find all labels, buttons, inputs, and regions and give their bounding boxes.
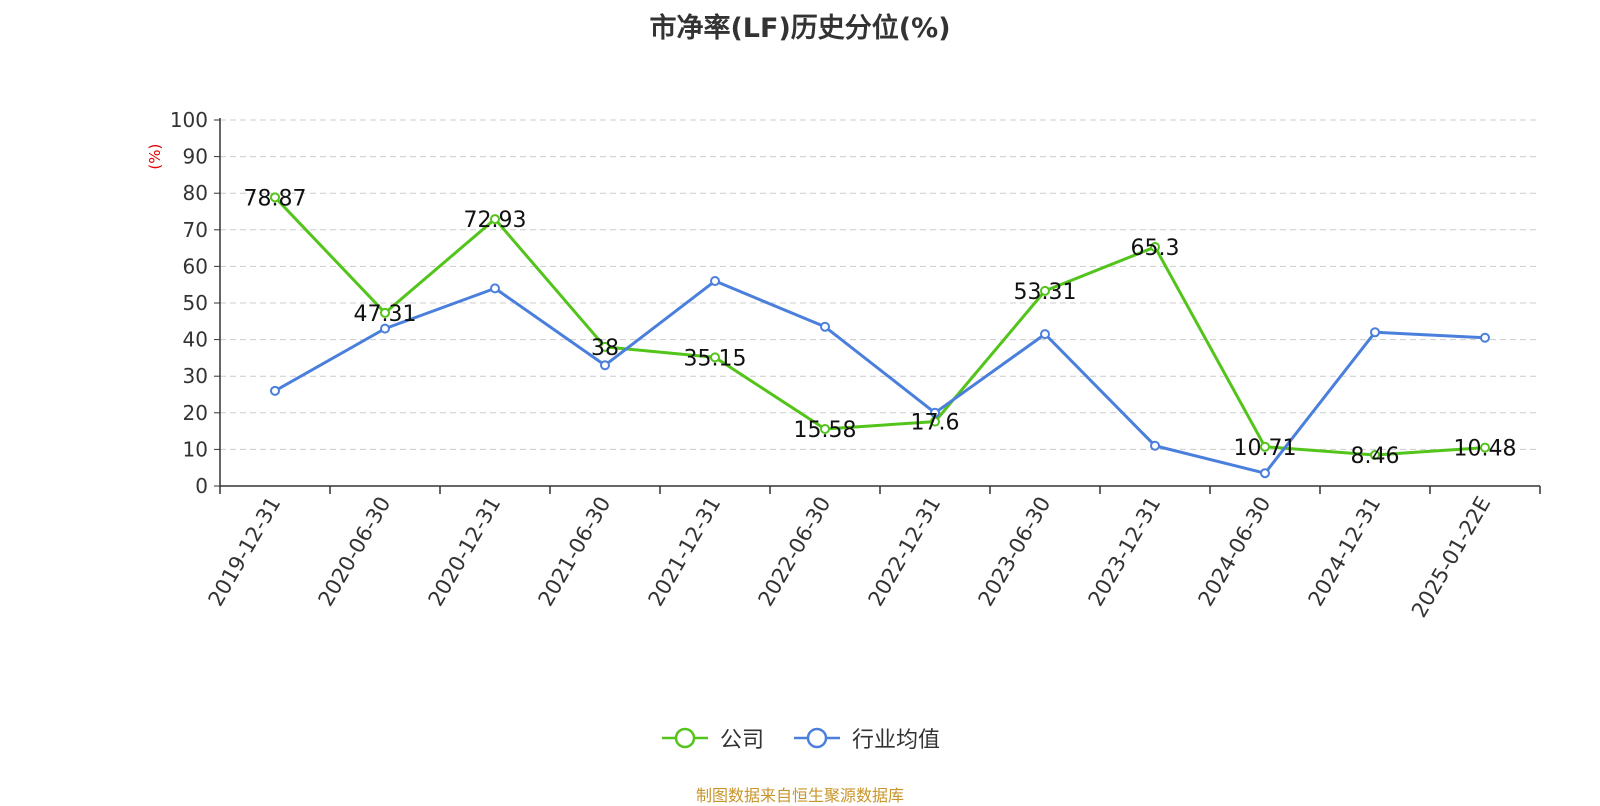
axes [214, 118, 1541, 494]
data-label: 10.71 [1234, 436, 1297, 461]
x-tick-label: 2022-12-31 [864, 493, 946, 611]
data-point [380, 323, 390, 334]
x-tick-label: 2020-12-31 [424, 493, 506, 611]
data-point [270, 385, 280, 396]
series-line-0 [273, 196, 1486, 457]
data-point [820, 321, 830, 332]
data-point [1480, 442, 1490, 453]
x-tick-label: 2024-12-31 [1304, 493, 1386, 611]
y-tick-label: 100 [170, 108, 208, 132]
legend-item-company[interactable]: 公司 [660, 722, 764, 754]
y-axis-label: (%) [146, 144, 164, 170]
y-tick-label: 20 [183, 401, 208, 425]
x-tick-label: 2024-06-30 [1194, 493, 1276, 611]
y-tick-label: 40 [183, 328, 208, 352]
data-label: 10.48 [1454, 437, 1517, 462]
grid-lines [220, 119, 1540, 450]
data-label: 38 [591, 336, 619, 361]
y-tick-labels: 0 10 20 30 40 50 60 70 80 90 100 [170, 108, 208, 498]
data-point [710, 276, 720, 287]
legend-line-marker-icon [794, 727, 840, 749]
data-point [490, 214, 500, 225]
y-tick-label: 60 [183, 254, 208, 278]
data-point [820, 423, 830, 434]
data-point [1150, 440, 1160, 451]
data-label: 8.46 [1351, 444, 1400, 469]
data-label: 65.3 [1131, 236, 1180, 261]
data-label: 78.87 [244, 186, 307, 211]
legend-line-marker-icon [661, 727, 708, 749]
data-source-note: 制图数据来自恒生聚源数据库 [695, 786, 904, 805]
x-tick-label: 2020-06-30 [314, 493, 396, 611]
x-tick-label: 2025-01-22E [1407, 493, 1495, 622]
data-point [600, 341, 610, 352]
y-tick-label: 50 [183, 291, 208, 315]
legend-label-industry-average: 行业均值 [852, 728, 941, 753]
data-point [1260, 441, 1270, 452]
line-chart: 0 10 20 30 40 50 60 70 80 90 100 2019-12-31 2020-06… [146, 108, 1541, 622]
x-tick-label: 2023-12-31 [1084, 493, 1166, 611]
y-tick-label: 10 [183, 437, 208, 461]
data-point [600, 360, 610, 371]
data-point [710, 352, 720, 363]
legend-item-industry-average[interactable]: 行业均值 [792, 722, 940, 754]
series-line-1 [274, 279, 1486, 475]
data-point [1040, 285, 1050, 296]
x-tick-label: 2019-12-31 [204, 493, 286, 611]
data-labels: 78.87 47.31 72.93 38 35.15 15.58 17.6 53.31 65.3… [244, 186, 1517, 469]
data-point [930, 407, 940, 418]
y-tick-label: 90 [183, 145, 208, 169]
data-point [270, 192, 280, 203]
data-label: 47.31 [354, 302, 417, 327]
data-label: 53.31 [1014, 280, 1077, 305]
data-point [1370, 450, 1380, 461]
data-point [1480, 332, 1490, 343]
legend: 公司 行业均值 [0, 722, 1600, 754]
x-tick-labels: 2019-12-31 2020-06-30 2020-12-31 2021-06-30… [204, 493, 1496, 622]
data-point [1040, 329, 1050, 340]
x-tick-label: 2023-06-30 [974, 493, 1056, 611]
y-tick-label: 80 [183, 181, 208, 205]
data-label: 15.58 [794, 418, 857, 443]
x-tick-label: 2021-12-31 [644, 493, 726, 611]
chart-title: 市净率(LF)历史分位(%) [649, 13, 951, 44]
data-label: 35.15 [684, 346, 747, 371]
data-point [490, 283, 500, 294]
legend-label-company: 公司 [719, 728, 764, 753]
y-tick-label: 30 [183, 364, 208, 388]
series-lines [270, 192, 1490, 479]
data-point [1370, 327, 1380, 338]
x-tick-label: 2021-06-30 [534, 493, 616, 611]
y-tick-label: 70 [183, 218, 208, 242]
data-point [380, 307, 390, 318]
data-point [1150, 242, 1160, 253]
data-label: 72.93 [464, 208, 527, 233]
data-label: 17.6 [911, 411, 960, 436]
data-point [1260, 468, 1270, 479]
x-tick-label: 2022-06-30 [754, 493, 836, 611]
y-tick-label: 0 [195, 474, 208, 498]
